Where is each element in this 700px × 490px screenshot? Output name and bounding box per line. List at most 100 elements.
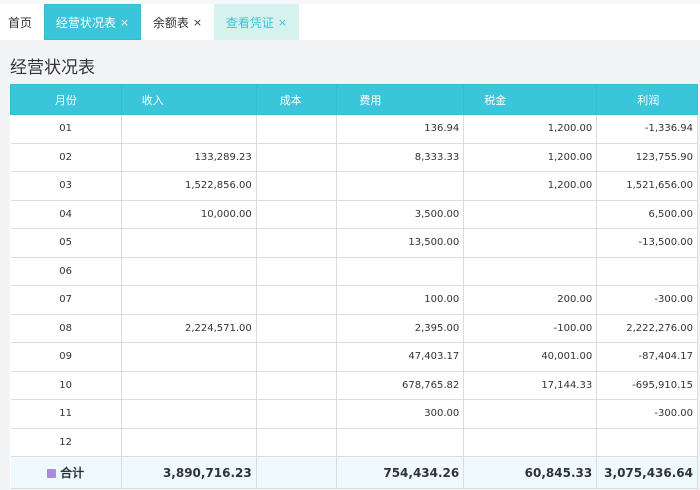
- table-row[interactable]: 06: [10, 257, 698, 286]
- cell-expense: 300.00: [336, 399, 465, 429]
- cell-profit: [596, 428, 698, 457]
- cell-month: 10: [10, 371, 122, 400]
- table-row[interactable]: 10 678,765.82 17,144.33 -695,910.15: [10, 371, 698, 400]
- cell-profit: -87,404.17: [596, 342, 698, 372]
- tab-label: 查看凭证: [225, 15, 274, 30]
- cell-income: [121, 285, 257, 315]
- table-row[interactable]: 12: [10, 428, 698, 457]
- cell-expense: 13,500.00: [336, 228, 465, 258]
- cell-income: [121, 228, 257, 258]
- cell-expense: 2,395.00: [336, 314, 465, 343]
- cell-tax: [463, 257, 598, 286]
- cell-expense: 8,333.33: [336, 143, 465, 172]
- table-row[interactable]: 08 2,224,571.00 2,395.00 -100.00 2,222,276.0…: [10, 314, 698, 343]
- cell-income: [121, 342, 257, 372]
- table-row[interactable]: 02 133,289.23 8,333.33 1,200.00 123,755.90: [10, 143, 698, 172]
- cell-profit: -300.00: [596, 285, 698, 315]
- cell-tax: -100.00: [463, 314, 598, 343]
- cell-expense: 678,765.82: [336, 371, 465, 400]
- cell-profit: -300.00: [596, 399, 698, 429]
- cell-tax: [463, 228, 598, 258]
- cell-tax: 1,200.00: [463, 171, 598, 201]
- top-strip: [0, 0, 700, 4]
- cell-income: [121, 399, 257, 429]
- total-label: 合计: [60, 466, 85, 480]
- close-icon[interactable]: ×: [277, 15, 288, 29]
- cell-tax: [463, 428, 598, 457]
- cell-expense: 100.00: [336, 285, 465, 315]
- total-label-cell: 合计: [10, 456, 122, 489]
- cell-income: [121, 428, 257, 457]
- table-row[interactable]: 09 47,403.17 40,001.00 -87,404.17: [10, 342, 698, 372]
- cell-profit: -1,336.94: [596, 114, 698, 144]
- header-expense: 费用: [336, 84, 465, 115]
- cell-month: 08: [10, 314, 122, 343]
- tab-home[interactable]: 首页: [0, 4, 44, 40]
- tab-label: 余额表: [152, 15, 189, 30]
- table-row[interactable]: 03 1,522,856.00 1,200.00 1,521,656.00: [10, 171, 698, 201]
- cell-cost: [256, 428, 338, 457]
- cell-cost: [256, 171, 338, 201]
- cell-tax: 1,200.00: [463, 114, 598, 144]
- cell-profit: -13,500.00: [596, 228, 698, 258]
- header-cost: 成本: [255, 84, 338, 115]
- cell-tax: [463, 399, 598, 429]
- header-tax: 税金: [463, 84, 598, 115]
- close-icon[interactable]: ×: [192, 15, 203, 29]
- cell-cost: [256, 399, 338, 429]
- cell-income: [121, 257, 257, 286]
- cell-tax: 40,001.00: [463, 342, 598, 372]
- cell-expense: [336, 171, 465, 201]
- total-cost: [256, 456, 338, 489]
- cell-expense: 3,500.00: [336, 200, 465, 229]
- cell-income: [121, 371, 257, 400]
- tab-label: 经营状况表: [55, 15, 116, 30]
- table-row[interactable]: 11 300.00 -300.00: [10, 399, 698, 429]
- business-status-table: 月份 收入 成本 费用 税金 利润 01 136.94 1,200.00 -1,336…: [10, 84, 698, 489]
- cell-income: [121, 114, 257, 144]
- cell-cost: [256, 342, 338, 372]
- cell-month: 02: [10, 143, 122, 172]
- cell-month: 09: [10, 342, 122, 372]
- close-icon[interactable]: ×: [119, 15, 130, 29]
- cell-cost: [256, 285, 338, 315]
- cell-month: 07: [10, 285, 122, 315]
- header-income: 收入: [120, 84, 257, 115]
- cell-tax: 17,144.33: [463, 371, 598, 400]
- table-row[interactable]: 01 136.94 1,200.00 -1,336.94: [10, 114, 698, 144]
- cell-month: 06: [10, 257, 122, 286]
- cell-month: 11: [10, 399, 122, 429]
- cell-profit: 123,755.90: [596, 143, 698, 172]
- cell-cost: [256, 200, 338, 229]
- cell-income: 2,224,571.00: [121, 314, 257, 343]
- cell-cost: [256, 143, 338, 172]
- cell-tax: 200.00: [463, 285, 598, 315]
- page-title: 经营状况表: [10, 58, 95, 78]
- tab-label: 首页: [8, 15, 33, 30]
- table-header: 月份 收入 成本 费用 税金 利润: [10, 84, 698, 115]
- cell-month: 03: [10, 171, 122, 201]
- cell-month: 05: [10, 228, 122, 258]
- cell-income: 10,000.00: [121, 200, 257, 229]
- cell-income: 1,522,856.00: [121, 171, 257, 201]
- calculator-icon: [47, 469, 57, 478]
- cell-cost: [256, 314, 338, 343]
- cell-profit: -695,910.15: [596, 371, 698, 400]
- tab-business-status[interactable]: 经营状况表 ×: [44, 4, 141, 40]
- tab-bar: 首页 经营状况表 × 余额表 × 查看凭证 ×: [0, 4, 700, 40]
- table-row[interactable]: 05 13,500.00 -13,500.00: [10, 228, 698, 258]
- table-row[interactable]: 07 100.00 200.00 -300.00: [10, 285, 698, 315]
- table-row[interactable]: 04 10,000.00 3,500.00 6,500.00: [10, 200, 698, 229]
- tab-balance[interactable]: 余额表 ×: [141, 4, 214, 40]
- header-month: 月份: [10, 84, 122, 115]
- cell-income: 133,289.23: [121, 143, 257, 172]
- cell-expense: [336, 428, 465, 457]
- cell-cost: [256, 371, 338, 400]
- total-income: 3,890,716.23: [121, 456, 257, 489]
- header-profit: 利润: [596, 84, 698, 115]
- cell-tax: [463, 200, 598, 229]
- cell-expense: [336, 257, 465, 286]
- tab-view-voucher[interactable]: 查看凭证 ×: [214, 4, 299, 40]
- total-expense: 754,434.26: [336, 456, 465, 489]
- cell-expense: 47,403.17: [336, 342, 465, 372]
